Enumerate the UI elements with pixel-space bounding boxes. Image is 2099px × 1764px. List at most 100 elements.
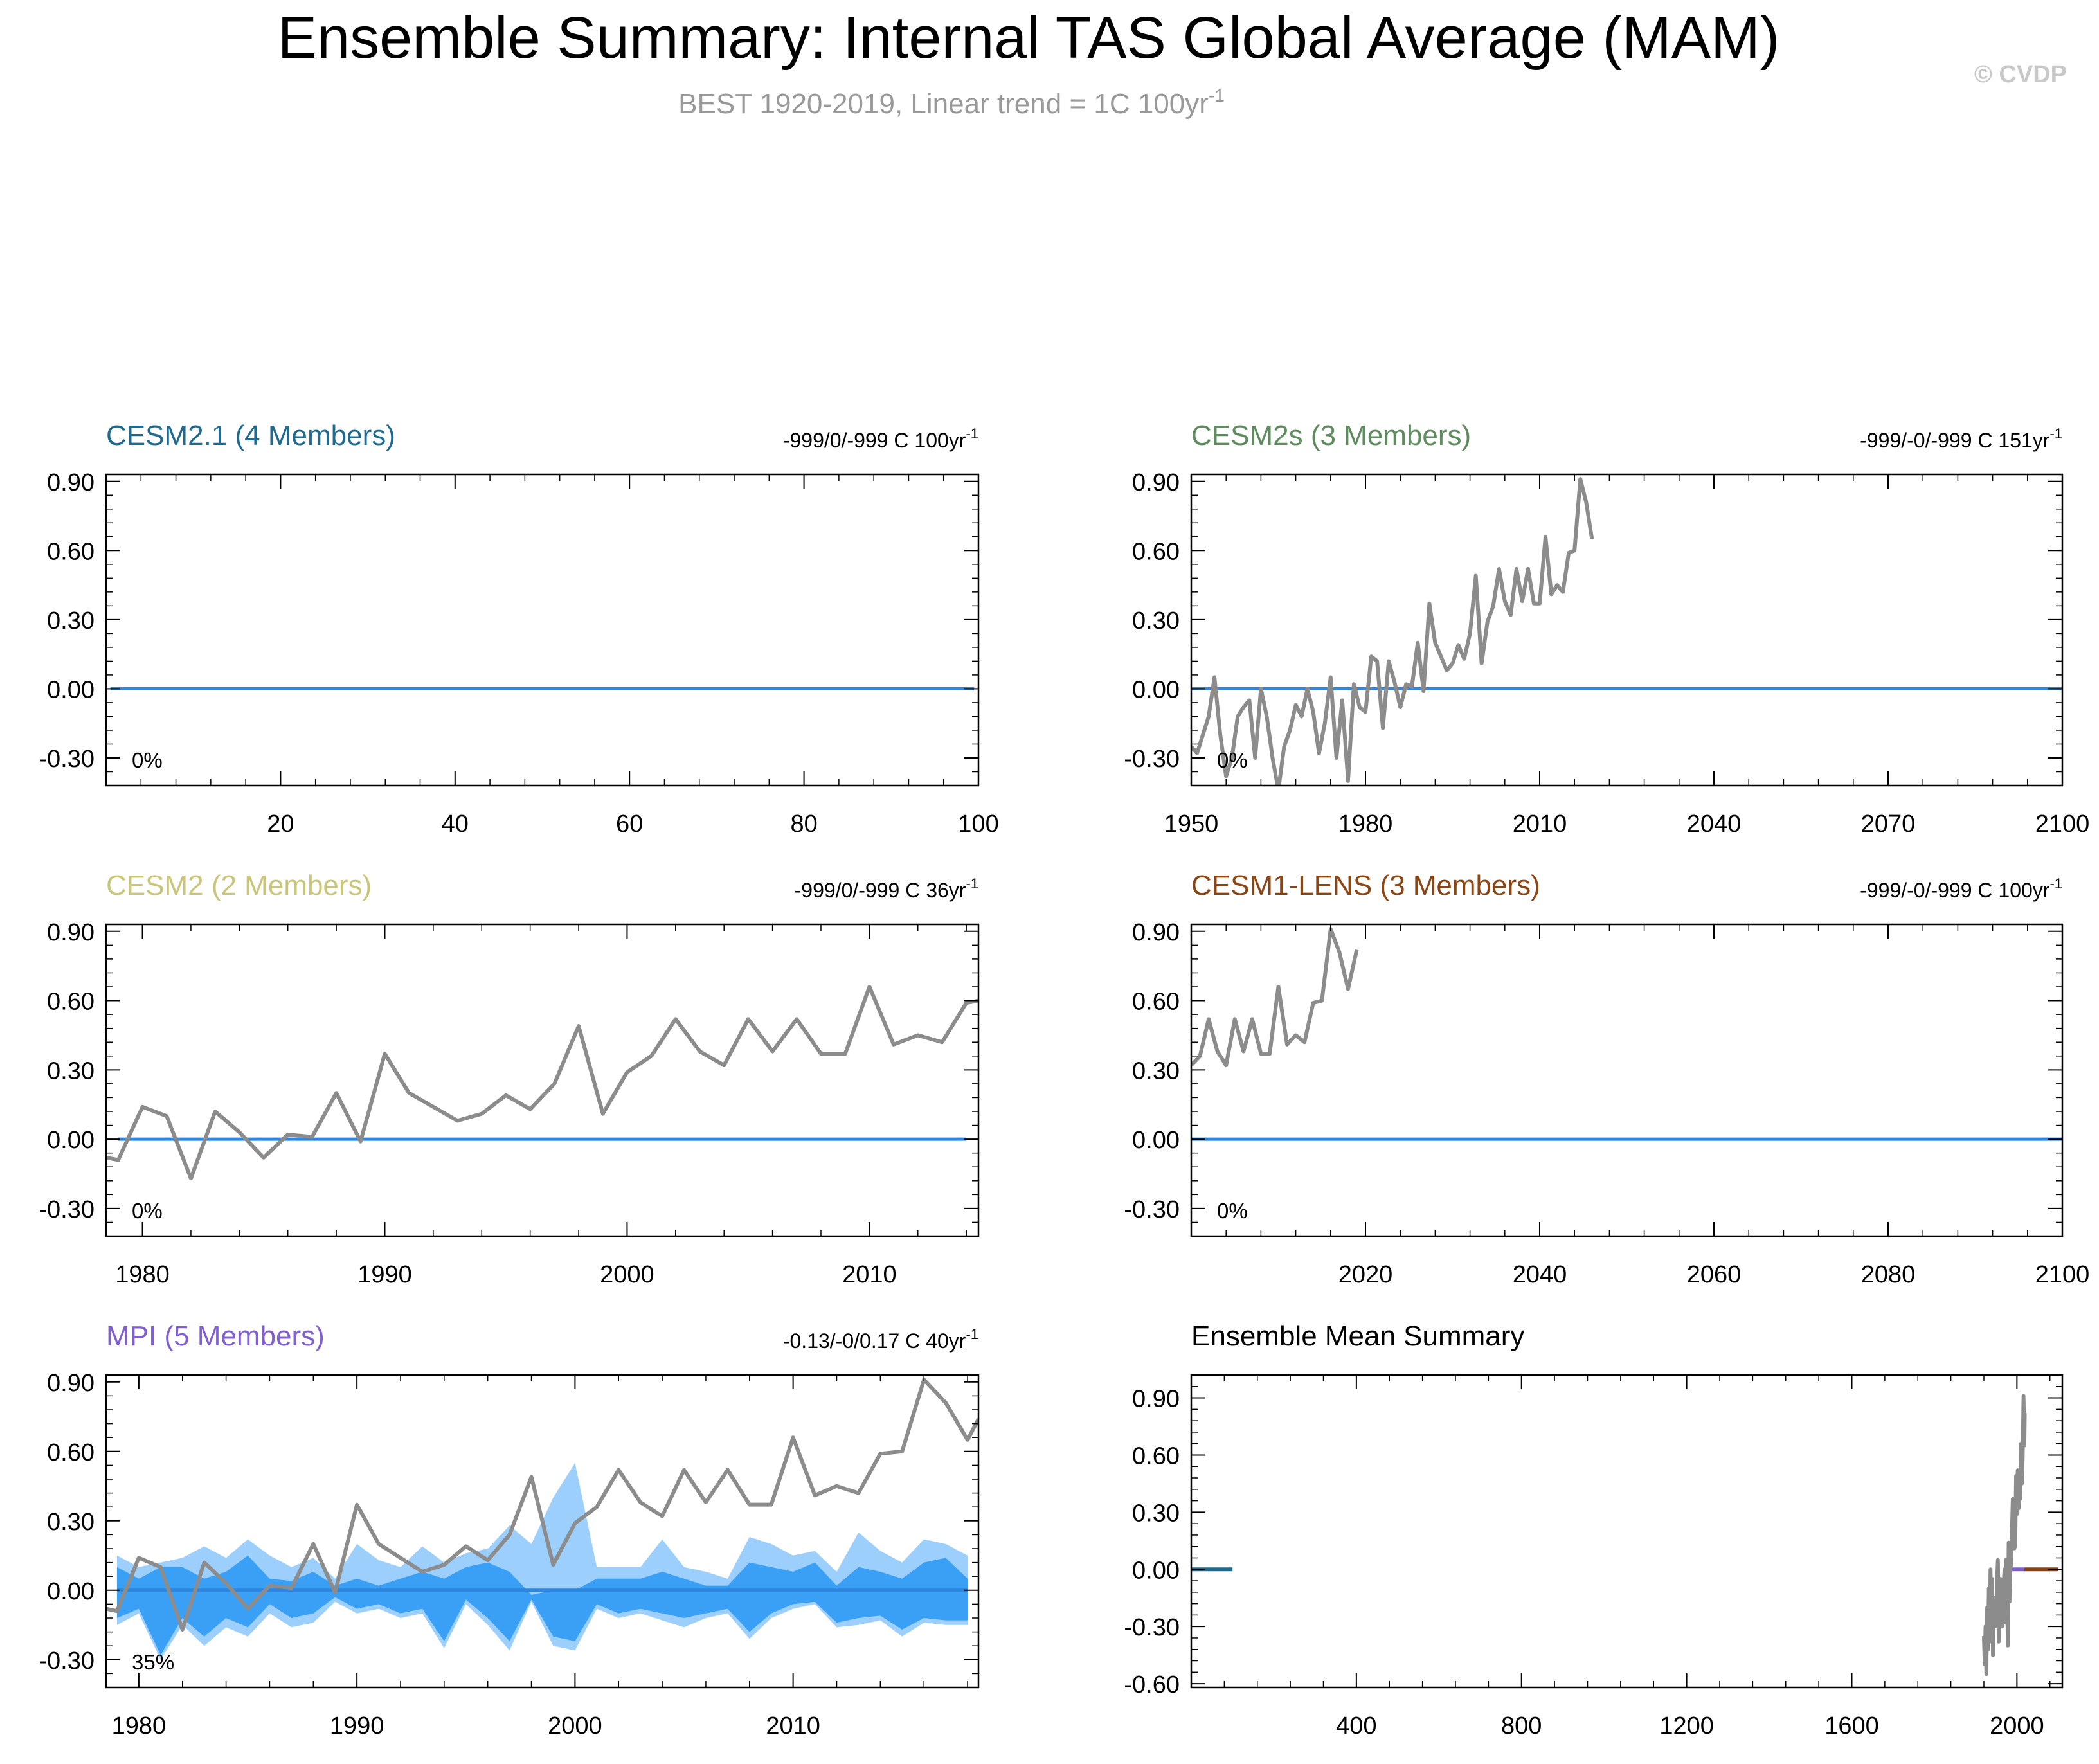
cesm21-trend-text: -999/0/-999 C 100yr — [783, 429, 966, 452]
cesm2s-y-tick-label: 0.30 — [1132, 608, 1180, 634]
cesm2-trend-sup: -1 — [966, 876, 978, 892]
cesm2s-trend-text: -999/-0/-999 C 151yr — [1860, 429, 2050, 452]
cesm21-y-tick-label: 0.30 — [47, 608, 95, 634]
ensmean-plot-area — [1191, 1394, 2058, 1677]
mpi-trend-sup: -1 — [966, 1326, 978, 1342]
cesm2s-y-tick-label: -0.30 — [1124, 746, 1180, 773]
ensmean-frame — [1190, 1374, 2064, 1689]
ensmean-x-tick-label: 400 — [1336, 1713, 1376, 1740]
panel-cesm2s: 0.90 0.60 0.30 0.00 -0.30 1950 1980 2010 2040 207… — [1124, 420, 2089, 838]
page-subtitle: BEST 1920-2019, Linear trend = 1C 100yr-… — [678, 86, 1225, 120]
cesm2-trend-label: -999/0/-999 C 36yr-1 — [795, 876, 978, 902]
cesm2-panel-title: CESM2 (2 Members) — [106, 870, 372, 901]
mpi-plot-area — [106, 1378, 978, 1660]
cesm2s-obs-line — [1191, 477, 1594, 786]
mpi-x-tick-label: 1980 — [112, 1713, 167, 1740]
page-title: Ensemble Summary: Internal TAS Global Av… — [278, 5, 1780, 71]
cesm2s-plot-area — [1191, 477, 2062, 786]
cesm21-y-tick-label: 0.90 — [47, 469, 95, 496]
mpi-trend-text: -0.13/-0/0.17 C 40yr — [783, 1329, 966, 1353]
panel-cesm2: 0.90 0.60 0.30 0.00 -0.30 1980 1990 2000 2010 CES… — [39, 870, 980, 1288]
mpi-trend-label: -0.13/-0/0.17 C 40yr-1 — [783, 1326, 978, 1353]
cesm2-trend-text: -999/0/-999 C 36yr — [795, 879, 966, 902]
cesm1lens-x-tick-label: 2080 — [1861, 1261, 1916, 1288]
cesm21-y-tick-label: -0.30 — [39, 746, 95, 773]
copyright-label: © CVDP — [1974, 61, 2067, 88]
cesm2-y-tick-label: 0.90 — [47, 919, 95, 946]
ensmean-obs-line — [1981, 1394, 2027, 1677]
cesm21-y-tick-label: 0.60 — [47, 538, 95, 565]
cesm1lens-x-tick-label: 2020 — [1338, 1261, 1393, 1288]
cesm1lens-frame — [1190, 923, 2064, 1238]
ensmean-y-tick-label: 0.90 — [1132, 1386, 1180, 1413]
ensmean-y-tick-label: 0.30 — [1132, 1500, 1180, 1527]
cesm1lens-panel-title: CESM1-LENS (3 Members) — [1191, 870, 1540, 901]
cesm1lens-y-tick-label: 0.90 — [1132, 919, 1180, 946]
cesm1lens-x-tick-label: 2040 — [1513, 1261, 1567, 1288]
cesm21-y-tick-label: 0.00 — [47, 676, 95, 703]
cesm2-y-tick-label: 0.00 — [47, 1127, 95, 1154]
cesm1lens-obs-line — [1191, 927, 1359, 1068]
cesm21-frame — [105, 473, 980, 787]
cesm2s-x-tick-label: 1980 — [1338, 811, 1393, 838]
cesm21-x-tick-label: 80 — [790, 811, 817, 838]
cesm2-percent-label: 0% — [132, 1199, 163, 1223]
mpi-panel-title: MPI (5 Members) — [106, 1320, 325, 1352]
cesm2-plot-area — [106, 985, 978, 1181]
mpi-x-tick-label: 1990 — [330, 1713, 384, 1740]
cesm1lens-trend-label: -999/-0/-999 C 100yr-1 — [1860, 876, 2062, 902]
cesm2-y-tick-label: 0.60 — [47, 989, 95, 1016]
cesm2s-panel-title: CESM2s (3 Members) — [1191, 420, 1471, 451]
cesm21-x-tick-label: 100 — [958, 811, 998, 838]
cesm2-y-tick-label: -0.30 — [39, 1196, 95, 1223]
panel-cesm1lens: 0.90 0.60 0.30 0.00 -0.30 2020 2040 2060 2080 210… — [1124, 870, 2089, 1288]
cesm2s-trend-sup: -1 — [2049, 426, 2062, 442]
cesm1lens-y-tick-label: 0.30 — [1132, 1058, 1180, 1084]
cesm2-x-tick-label: 2010 — [842, 1261, 897, 1288]
cesm21-x-tick-label: 60 — [616, 811, 643, 838]
panel-ensmean: 0.90 0.60 0.30 0.00 -0.30 -0.60 400 800 1200 1600… — [1124, 1320, 2064, 1740]
mpi-frame — [105, 1374, 980, 1689]
mpi-obs-line — [106, 1378, 978, 1632]
cesm2s-frame — [1190, 473, 2064, 787]
cesm1lens-trend-text: -999/-0/-999 C 100yr — [1860, 879, 2050, 902]
cesm1lens-y-tick-label: 0.60 — [1132, 989, 1180, 1016]
mpi-y-tick-label: 0.00 — [47, 1578, 95, 1605]
mpi-y-tick-label: 0.60 — [47, 1439, 95, 1466]
cesm2-x-tick-label: 1980 — [115, 1261, 170, 1288]
mpi-y-tick-label: -0.30 — [39, 1648, 95, 1675]
mpi-y-tick-label: 0.30 — [47, 1509, 95, 1536]
ensmean-y-tick-label: 0.00 — [1132, 1557, 1180, 1584]
panel-cesm21: 0.90 0.60 0.30 0.00 -0.30 20 40 60 80 100 CESM2.1 … — [39, 420, 998, 838]
mpi-x-tick-label: 2010 — [766, 1713, 820, 1740]
panel-mpi: 0.90 0.60 0.30 0.00 -0.30 1980 1990 2000 2010 MPI… — [39, 1320, 980, 1740]
cesm21-trend-sup: -1 — [966, 426, 978, 442]
page-subtitle-sup: -1 — [1209, 86, 1225, 105]
page-subtitle-main: BEST 1920-2019, Linear trend = 1C 100yr — [678, 88, 1209, 120]
cesm2s-x-tick-label: 2010 — [1513, 811, 1567, 838]
cesm1lens-x-tick-label: 2100 — [2035, 1261, 2090, 1288]
cesm2s-y-tick-label: 0.90 — [1132, 469, 1180, 496]
cesm2-obs-line — [106, 985, 978, 1181]
cesm2s-x-tick-label: 2100 — [2035, 811, 2090, 838]
ensmean-y-tick-label: -0.30 — [1124, 1614, 1180, 1641]
cesm2s-y-tick-label: 0.00 — [1132, 676, 1180, 703]
ensmean-x-tick-label: 1600 — [1824, 1713, 1879, 1740]
ensmean-y-tick-label: 0.60 — [1132, 1443, 1180, 1470]
cesm1lens-y-tick-label: -0.30 — [1124, 1196, 1180, 1223]
ensmean-x-tick-label: 1200 — [1659, 1713, 1714, 1740]
cesm2s-trend-label: -999/-0/-999 C 151yr-1 — [1860, 426, 2062, 452]
mpi-x-tick-label: 2000 — [548, 1713, 602, 1740]
mpi-percent-label: 35% — [132, 1650, 174, 1674]
mpi-y-tick-label: 0.90 — [47, 1370, 95, 1397]
ensmean-y-tick-label: -0.60 — [1124, 1671, 1180, 1698]
cesm1lens-plot-area — [1191, 927, 2062, 1141]
ensmean-panel-title: Ensemble Mean Summary — [1191, 1320, 1524, 1352]
mpi-band-inner — [116, 1555, 968, 1655]
cesm1lens-y-tick-label: 0.00 — [1132, 1127, 1180, 1154]
cesm21-x-tick-label: 40 — [442, 811, 469, 838]
cesm1lens-x-tick-label: 2060 — [1687, 1261, 1742, 1288]
